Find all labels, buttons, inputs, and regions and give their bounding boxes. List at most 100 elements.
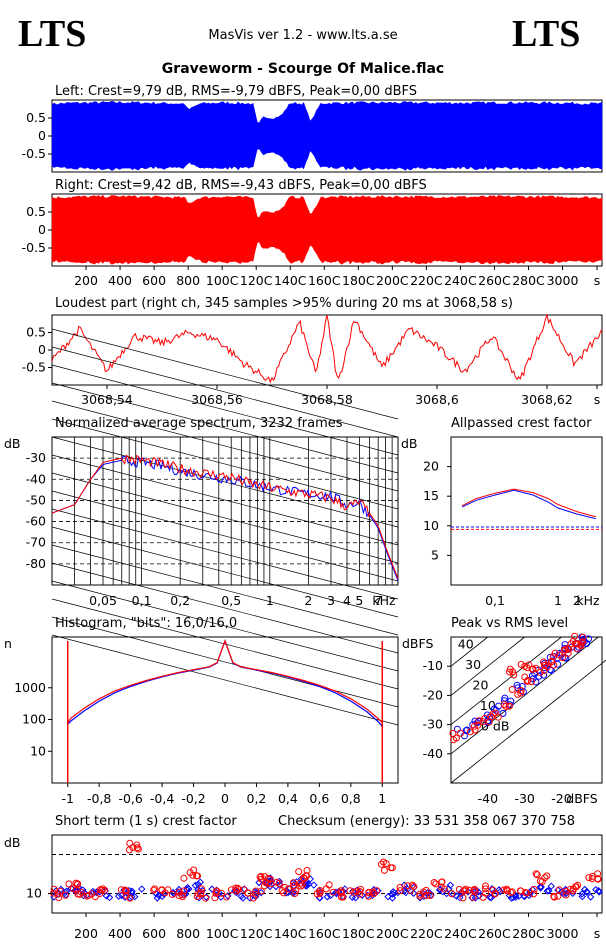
peak-rms-point-right (527, 678, 535, 686)
spectrum-slope-line (51, 364, 399, 456)
peak-rms-point-right (532, 664, 540, 672)
short-term-point-right (370, 890, 378, 897)
histogram-xtick-label: 0,6 (309, 791, 329, 806)
short-term-point-right (419, 888, 427, 896)
short-term-point-right (430, 879, 438, 886)
peak-rms-diag-line (450, 636, 562, 725)
short-term-point-right (284, 885, 292, 893)
peak-rms-point-right (452, 734, 460, 742)
short-term-point-right (543, 872, 551, 880)
short-term-point-right (562, 887, 570, 895)
spectrum-xtick-label: 0,1 (132, 593, 152, 608)
short-term-point-right (566, 885, 574, 893)
average-spectrum-frame (51, 436, 399, 586)
right-waveform-xtick-label: 100C (206, 273, 239, 288)
histogram-xtick-label: 0,4 (278, 791, 298, 806)
peak-rms-point-right (517, 660, 525, 668)
peak-rms-point-right (551, 649, 559, 657)
short-term-point-right (186, 869, 194, 876)
loudest-part-series-right (51, 313, 603, 384)
loudest-part-xtick-label: s (594, 392, 601, 407)
peak-rms-point-left (499, 709, 507, 717)
spectrum-xtick-label: 2 (304, 593, 312, 608)
histogram-xtick-label: -0,2 (181, 791, 205, 806)
short-term-point-left (545, 887, 553, 895)
spectrum-ytick-label: -40 (26, 471, 46, 486)
peak-rms-point-right (471, 726, 479, 734)
short-term-point-right (197, 889, 205, 897)
short-term-point-right (470, 886, 478, 894)
right-waveform-xtick-label: 200 (74, 273, 98, 288)
short-term-point-left (496, 888, 504, 896)
short-term-point-right (77, 888, 85, 896)
right-waveform-xtick-label: 260C (478, 273, 511, 288)
short-term-point-right (594, 875, 602, 883)
short-term-point-right (380, 858, 387, 866)
short-term-point-right (316, 890, 324, 897)
crest-factor-title: Allpassed crest factor (451, 416, 592, 431)
histogram-xtick-label: -0,6 (118, 791, 142, 806)
loudest-part-plot: 0.5 0 -0.5 3068,54 3068,56 3068,58 3068,6 3068,… (22, 313, 603, 407)
short-term-point-left (253, 889, 261, 898)
short-term-point-left (153, 894, 162, 902)
short-term-point-left (326, 891, 335, 900)
loudest-part-title: Loudest part (right ch, 345 samples >95%… (55, 296, 513, 311)
short-term-point-left (102, 892, 111, 900)
right-waveform-title: Right: Crest=9,42 dB, RMS=-9,43 dBFS, Pe… (55, 178, 427, 193)
spectrum-slope-line (51, 472, 399, 564)
crest-xtick-label: kHz (576, 593, 600, 608)
short-term-point-left (191, 881, 200, 890)
short-term-xtick-label: 220C (410, 926, 443, 941)
right-waveform-ytick-label: 0.5 (26, 204, 46, 219)
spectrum-slope-line (51, 616, 399, 708)
short-term-point-left (547, 882, 555, 890)
short-term-xtick-label: 240C (444, 926, 477, 941)
histogram-ytick-label: 10 (30, 743, 46, 758)
short-term-title: Short term (1 s) crest factor (55, 814, 237, 829)
left-waveform-ytick-label: 0 (38, 128, 46, 143)
short-term-point-left (196, 878, 204, 886)
short-term-xtick-label: 140C (274, 926, 307, 941)
short-term-point-left (154, 891, 163, 900)
short-term-xtick-label: s (594, 926, 601, 941)
right-waveform-xtick-label: 160C (308, 273, 341, 288)
logo-right: LTS (512, 13, 580, 55)
short-term-point-left (224, 892, 232, 900)
short-term-point-right (50, 885, 58, 893)
short-term-xtick-label: 200C (376, 926, 409, 941)
spectrum-xtick-label: 0,05 (89, 593, 117, 608)
short-term-point-left (384, 892, 392, 901)
short-term-ytick-label: 10 (26, 886, 42, 901)
peak-rms-point-right (475, 717, 483, 725)
peak-rms-point-right (541, 661, 549, 669)
short-term-point-right (266, 875, 274, 883)
short-term-point-right (536, 877, 544, 885)
peak-rms-point-right (559, 654, 566, 662)
crest-xtick-label: 2 (573, 593, 581, 608)
right-waveform-xtick-label: 600 (142, 273, 166, 288)
short-term-point-right (65, 880, 73, 888)
peak-rms-point-right (560, 646, 568, 654)
spectrum-ytick-label: -60 (26, 514, 46, 529)
peak-rms-diag-label: 10 (480, 698, 496, 713)
short-term-point-right (298, 881, 306, 889)
short-term-point-right (356, 888, 364, 895)
peak-rms-diag-line (450, 659, 606, 784)
peak-rms-point-left (490, 705, 498, 713)
short-term-plot: 10 200 400 600 800 100C 120C 140C 160C 180C 200C 22… (26, 834, 603, 941)
spectrum-xtick-label: 1 (266, 593, 274, 608)
peak-rms-ytick-label: -30 (423, 717, 443, 732)
short-term-point-right (462, 885, 470, 893)
short-term-point-right (396, 887, 404, 895)
short-term-point-left (246, 894, 254, 902)
spectrum-ytick-label: -50 (26, 492, 46, 507)
spectrum-series-right (51, 454, 399, 579)
short-term-point-right (562, 891, 570, 899)
short-term-point-right (438, 878, 446, 886)
loudest-part-xtick-label: 3068,6 (415, 392, 459, 407)
histogram-xtick-label: 0,2 (247, 791, 267, 806)
short-term-point-right (574, 881, 582, 889)
peak-rms-ytick-label: -40 (423, 746, 443, 761)
short-term-point-right (161, 889, 169, 897)
spectrum-slope-line (51, 382, 399, 474)
